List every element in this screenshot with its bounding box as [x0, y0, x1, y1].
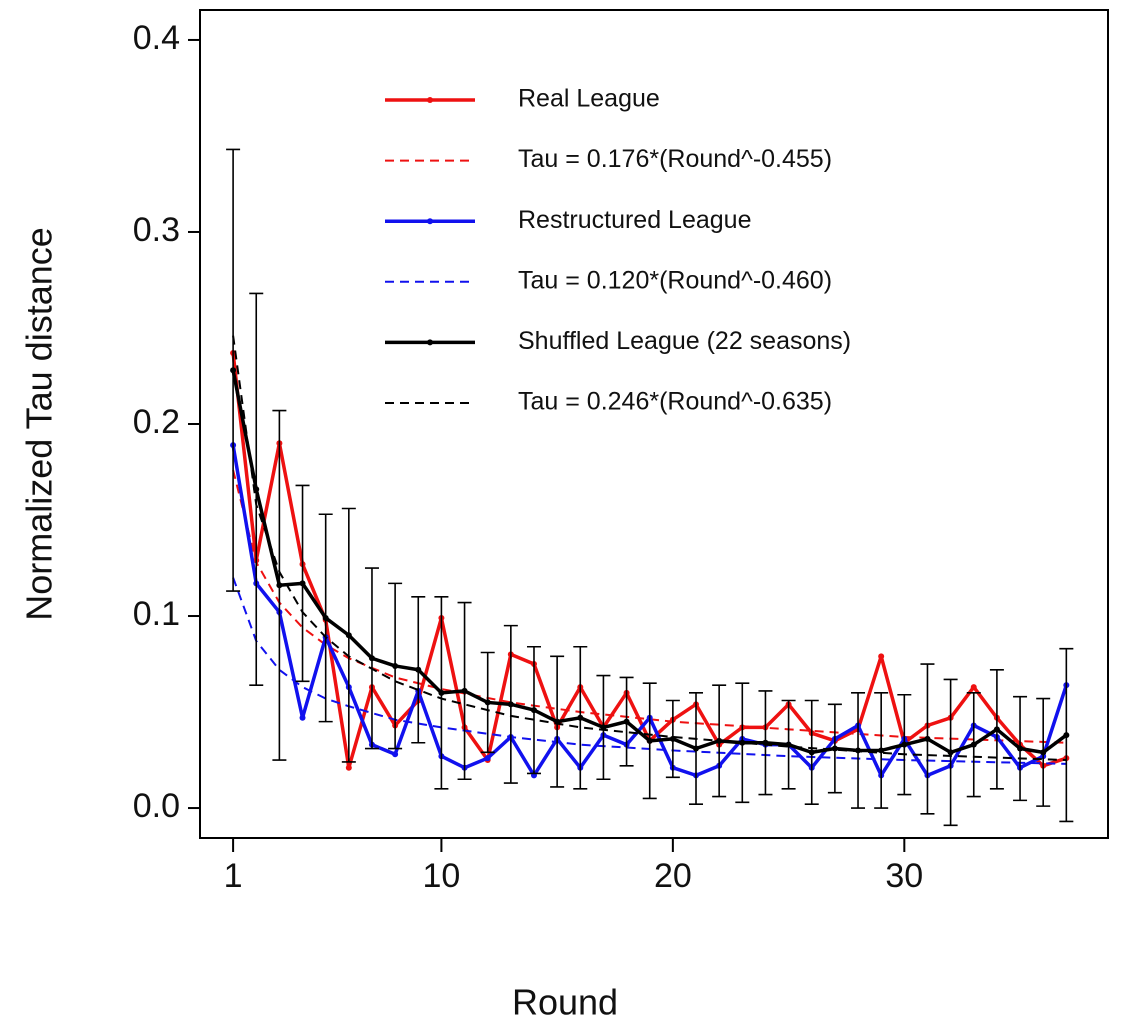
point: [577, 714, 584, 721]
point: [970, 741, 977, 748]
y-tick-label: 0.0: [133, 787, 180, 825]
point: [392, 662, 399, 669]
point: [322, 614, 329, 621]
legend-text: Tau = 0.120*(Round^-0.460): [518, 266, 832, 294]
point: [878, 653, 885, 660]
legend-text: Restructured League: [518, 206, 751, 234]
point: [507, 701, 514, 708]
point: [693, 745, 700, 752]
point: [1063, 732, 1070, 739]
point: [484, 699, 491, 706]
y-tick-label: 0.4: [133, 19, 180, 57]
y-tick-label: 0.3: [133, 211, 180, 249]
point: [276, 582, 283, 589]
legend-point: [427, 97, 433, 103]
point: [230, 367, 237, 374]
legend-point: [427, 218, 433, 225]
point: [646, 737, 653, 744]
legend-text: Real League: [518, 85, 660, 113]
point: [461, 687, 468, 694]
point: [901, 741, 908, 748]
x-axis-label: Round: [512, 982, 618, 1023]
legend-text: Shuffled League (22 seasons): [518, 327, 851, 355]
point: [1017, 745, 1024, 752]
point: [623, 718, 630, 725]
legend-point: [427, 339, 433, 346]
legend-text: Tau = 0.246*(Round^-0.635): [518, 388, 832, 416]
x-tick-label: 10: [422, 857, 460, 895]
point: [368, 655, 375, 662]
y-axis-label: Normalized Tau distance: [19, 227, 60, 621]
point: [947, 749, 954, 756]
legend-text: Tau = 0.176*(Round^-0.455): [518, 145, 832, 173]
point: [415, 666, 422, 673]
point: [831, 745, 838, 752]
point: [299, 714, 306, 721]
fit-line: [232, 335, 1067, 762]
point: [484, 755, 491, 762]
point: [530, 707, 537, 714]
point: [970, 684, 977, 691]
point: [1040, 749, 1047, 756]
point: [345, 764, 352, 771]
x-tick-label: 20: [654, 857, 692, 895]
point: [438, 689, 445, 696]
x-tick-label: 1: [224, 857, 243, 895]
point: [878, 747, 885, 754]
y-tick-label: 0.1: [133, 595, 180, 633]
point: [299, 580, 306, 587]
point: [345, 632, 352, 639]
point: [924, 735, 931, 742]
y-tick-label: 0.2: [133, 403, 180, 441]
plot-frame: [199, 9, 1109, 839]
x-tick-label: 30: [885, 857, 923, 895]
point: [392, 751, 399, 758]
point: [808, 749, 815, 756]
point: [993, 726, 1000, 733]
